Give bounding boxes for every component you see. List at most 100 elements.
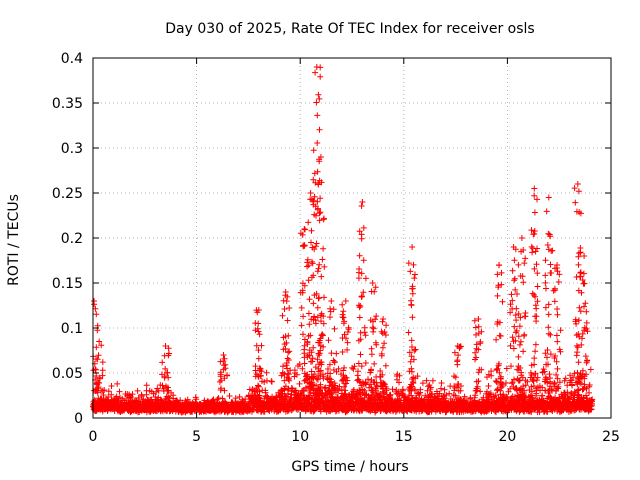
data-point (317, 347, 324, 354)
data-point (553, 358, 560, 365)
data-point (493, 336, 500, 343)
data-point (576, 304, 583, 311)
data-point (509, 267, 516, 274)
data-point (311, 170, 318, 177)
data-point (220, 352, 227, 358)
data-point (507, 342, 514, 349)
data-point (409, 244, 416, 250)
data-point (164, 369, 171, 376)
data-point (361, 324, 368, 331)
data-point (542, 376, 549, 383)
data-point (510, 244, 517, 250)
data-point (581, 253, 588, 259)
data-point (557, 327, 564, 334)
data-point (534, 283, 541, 290)
data-point (582, 353, 589, 360)
data-point (532, 348, 539, 355)
data-point (564, 389, 571, 396)
data-point (282, 289, 289, 295)
data-point (412, 375, 419, 382)
data-point (159, 359, 166, 366)
data-point (302, 226, 308, 233)
data-point (510, 383, 517, 390)
data-point (545, 301, 552, 308)
x-tick-label: 20 (498, 429, 516, 445)
data-point (166, 394, 173, 401)
data-point (314, 304, 321, 311)
data-point (305, 333, 312, 339)
data-point (407, 268, 414, 275)
data-point (452, 374, 459, 381)
y-tick-label: 0.3 (61, 141, 83, 157)
data-point (583, 385, 590, 392)
data-point (547, 375, 553, 382)
data-point (285, 349, 292, 356)
data-point (515, 261, 522, 268)
data-point (579, 335, 585, 342)
data-point (321, 215, 327, 222)
data-point (284, 365, 291, 372)
data-point (532, 341, 539, 348)
x-tick-label: 15 (395, 429, 413, 445)
data-point (279, 312, 286, 319)
data-point (193, 396, 200, 403)
data-point (583, 325, 590, 332)
data-point (252, 363, 259, 370)
data-point (161, 373, 168, 380)
data-point (255, 328, 262, 335)
data-point (318, 179, 325, 186)
data-point (575, 188, 582, 195)
data-point (286, 305, 293, 311)
data-point (356, 252, 363, 259)
data-point (93, 344, 100, 351)
data-point (358, 363, 365, 370)
data-point (355, 360, 362, 367)
data-point (552, 287, 558, 294)
data-point (571, 185, 578, 192)
data-point (92, 366, 99, 373)
data-point (305, 219, 312, 226)
data-point (285, 332, 292, 339)
data-point (499, 298, 506, 305)
data-point (533, 261, 540, 268)
data-point (268, 378, 275, 385)
data-point (304, 256, 311, 263)
data-point (529, 388, 535, 395)
data-point (409, 285, 416, 292)
data-point (471, 317, 478, 324)
data-point (317, 367, 324, 374)
data-point (577, 245, 584, 251)
data-point (360, 289, 367, 296)
data-point (350, 388, 357, 395)
data-point (299, 365, 306, 372)
data-point (339, 301, 346, 308)
y-tick-label: 0.25 (52, 186, 83, 202)
data-point (325, 337, 332, 344)
data-point (155, 387, 162, 394)
data-point (293, 371, 300, 378)
data-point (373, 341, 380, 348)
data-point (545, 324, 552, 331)
data-point (319, 331, 326, 338)
y-tick-label: 0 (74, 411, 83, 427)
data-point (308, 379, 315, 386)
data-point (301, 377, 308, 384)
data-point (381, 381, 388, 388)
data-point (578, 380, 584, 387)
data-point (581, 303, 587, 310)
data-point (569, 382, 576, 389)
data-point (98, 388, 105, 394)
data-point (494, 387, 500, 394)
data-point (423, 377, 430, 384)
data-point (372, 385, 379, 392)
data-point (255, 355, 262, 362)
data-point (542, 257, 549, 264)
data-point (555, 279, 562, 285)
data-point (341, 331, 348, 338)
data-point (222, 361, 229, 368)
data-point (477, 388, 484, 395)
data-point (412, 394, 419, 401)
data-point (377, 368, 384, 374)
data-point (344, 329, 351, 335)
data-point (474, 383, 481, 390)
